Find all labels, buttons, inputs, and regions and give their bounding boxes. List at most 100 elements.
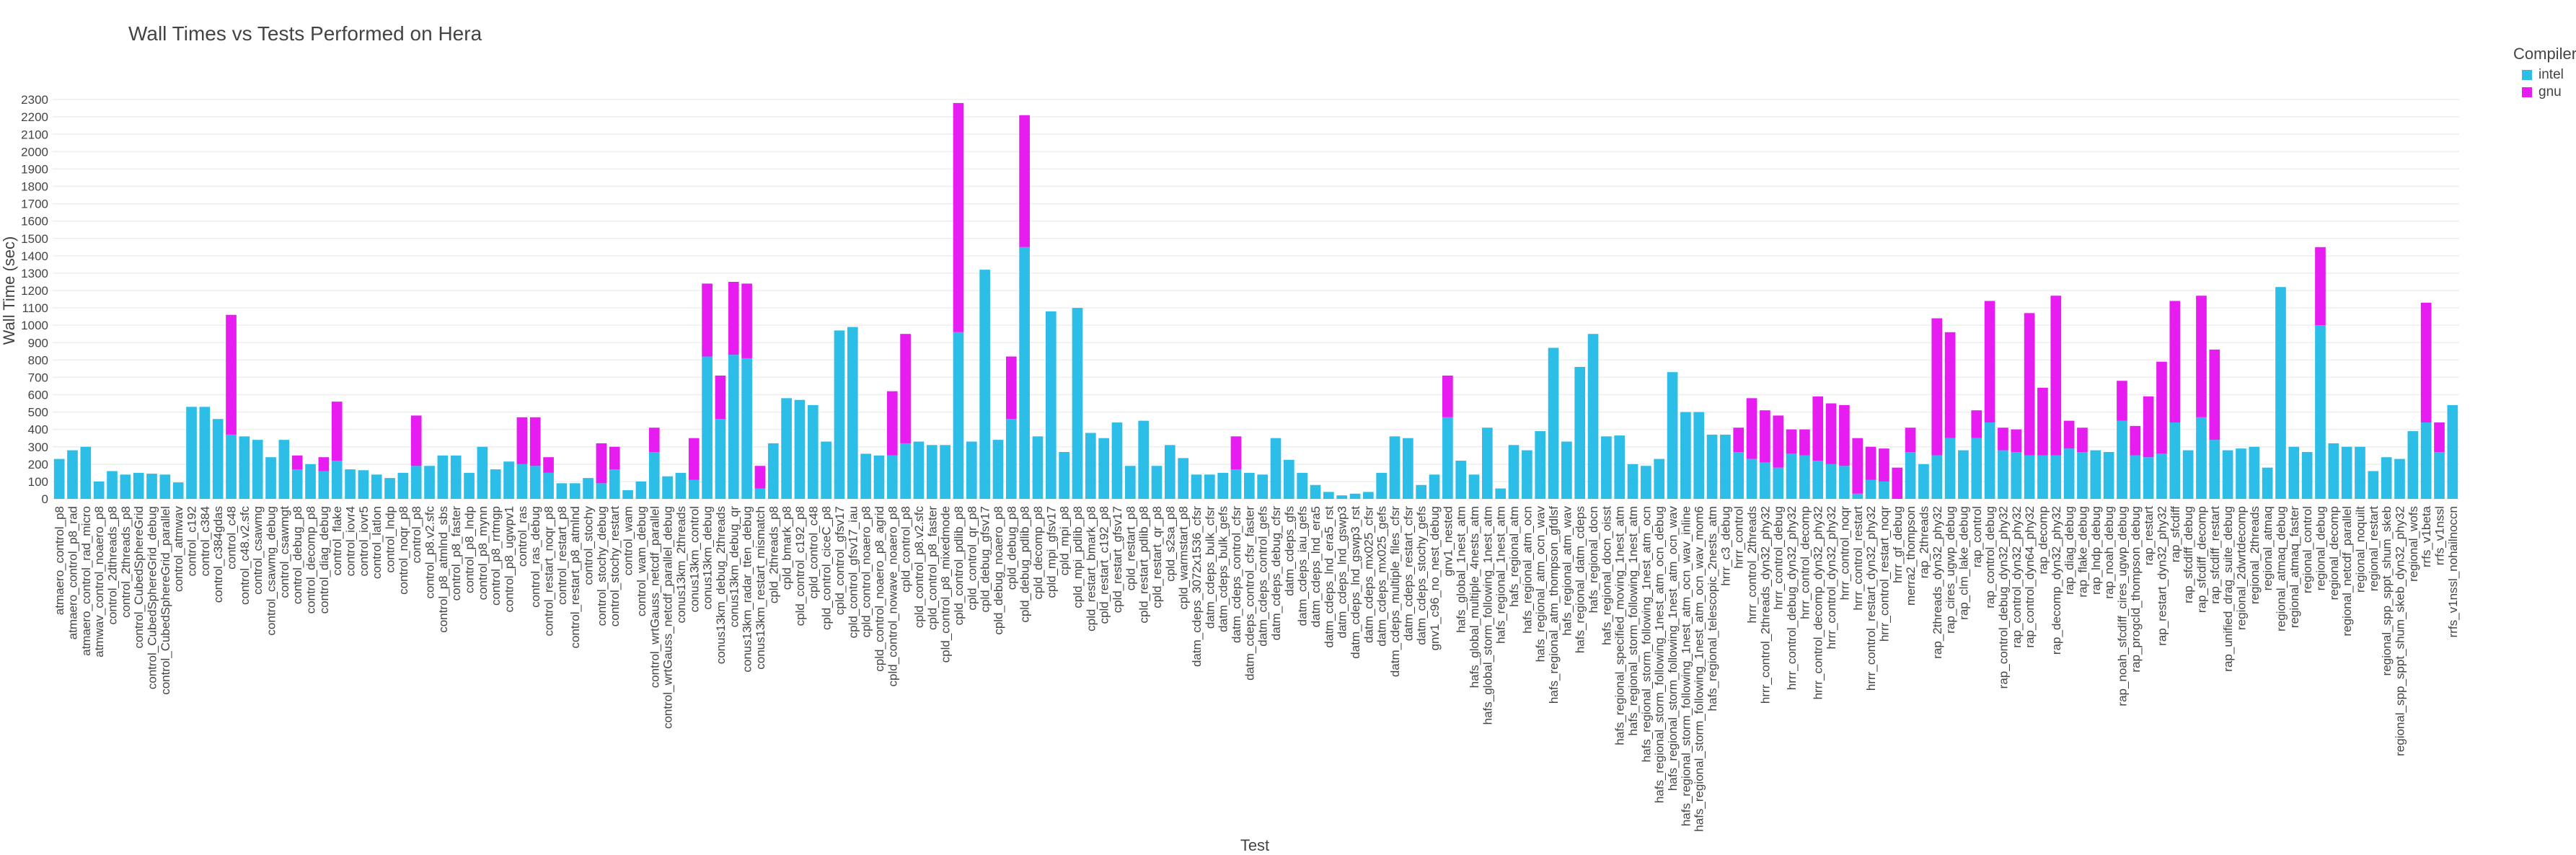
x-tick-label: cpld_control_gfsv17_iau bbox=[846, 506, 860, 638]
x-tick-label: regional_2dwrtdecomp bbox=[2234, 506, 2248, 630]
bar-segment bbox=[900, 443, 911, 499]
bar-segment bbox=[648, 451, 660, 499]
x-tick-label: rap_control_dyn32_phy32 bbox=[2010, 506, 2024, 648]
x-tick-label: control_p8_atmlnd_sbs bbox=[436, 506, 450, 633]
x-tick-label: hafs_global_1nest_atm bbox=[1455, 506, 1468, 633]
x-tick-label: datm_cdeps_lnd_gswp3 bbox=[1336, 506, 1349, 638]
bar-segment bbox=[464, 472, 475, 499]
x-tick-label: regional_control bbox=[2301, 506, 2314, 593]
x-tick-label: rap_clm_lake_debug bbox=[1957, 506, 1970, 620]
legend-label: gnu bbox=[2538, 84, 2562, 99]
bar-segment bbox=[2381, 457, 2392, 499]
x-tick-label: conus13km_restart_mismatch bbox=[754, 506, 767, 670]
x-tick-label: control_ras_debug bbox=[529, 506, 542, 608]
bar-segment bbox=[2130, 425, 2141, 456]
bar-segment bbox=[1760, 410, 1770, 463]
x-tick-label: datm_cdeps_iau_gefs bbox=[1296, 506, 1310, 626]
x-tick-label: control_2dthreads_p8 bbox=[106, 506, 120, 624]
bar-segment bbox=[741, 358, 752, 499]
bar-segment bbox=[2063, 448, 2075, 499]
bar-segment bbox=[1614, 435, 1626, 499]
bar-segment bbox=[1799, 455, 1810, 499]
x-tick-label: cpld_control_c192_p8 bbox=[793, 506, 807, 626]
bar-segment bbox=[926, 445, 938, 499]
bar-segment bbox=[1376, 472, 1388, 499]
bar-segment bbox=[583, 478, 594, 499]
bar-segment bbox=[1825, 464, 1837, 499]
x-tick-label: datm_cdeps_3072x1536_cfsr bbox=[1190, 506, 1204, 667]
bar-segment bbox=[1984, 301, 1995, 423]
x-tick-label: cpld_restart_bmark_p8 bbox=[1084, 506, 1098, 632]
x-tick-label: conus13km_radar_tten_debug bbox=[741, 506, 754, 673]
bar-segment bbox=[1230, 469, 1242, 499]
x-tick-label: control_CubedSphereGrid_debug bbox=[146, 506, 159, 689]
bar-segment bbox=[1482, 428, 1493, 499]
bar-segment bbox=[397, 472, 409, 499]
bar-segment bbox=[1905, 428, 1916, 452]
x-tick-label: rap_cires_ugwp_debug bbox=[1944, 506, 1957, 634]
bar-segment bbox=[2368, 471, 2379, 499]
bar-segment bbox=[2328, 443, 2339, 499]
bar-segment bbox=[1601, 436, 1612, 499]
bar-segment bbox=[1204, 474, 1215, 499]
bar-segment bbox=[53, 458, 65, 499]
y-tick-label: 400 bbox=[28, 423, 48, 437]
x-tick-label: cpld_debug_pdlib_p8 bbox=[1018, 506, 1032, 623]
bar-segment bbox=[133, 472, 144, 499]
x-tick-label: hrrr_control_debug bbox=[1772, 506, 1786, 610]
x-tick-label: hrrr_control_decomp bbox=[1798, 506, 1812, 619]
bar-segment bbox=[834, 330, 845, 499]
bar-segment bbox=[384, 478, 395, 499]
y-tick-label: 900 bbox=[28, 336, 48, 350]
bar-segment bbox=[2447, 404, 2458, 499]
bar-segment bbox=[2434, 422, 2445, 452]
x-tick-label: gnv1_c96_no_nest_debug bbox=[1428, 506, 1442, 650]
x-tick-label: regional_decomp bbox=[2327, 506, 2341, 600]
bar-segment bbox=[450, 455, 462, 499]
x-tick-label: datm_cdeps_restart_cfsr bbox=[1401, 506, 1415, 641]
bar-segment bbox=[569, 483, 581, 499]
y-tick-label: 1500 bbox=[21, 232, 48, 246]
x-tick-label: hrrr_control_dyn32_phy32 bbox=[1825, 506, 1838, 649]
bar-segment bbox=[80, 446, 92, 499]
y-tick-label: 1000 bbox=[21, 319, 48, 332]
x-tick-label: atmaero_control_rad_micro bbox=[79, 506, 93, 656]
y-tick-label: 0 bbox=[42, 492, 48, 506]
x-tick-label: rap_control_dyn64_phy32 bbox=[2023, 506, 2037, 648]
bar-segment bbox=[886, 455, 898, 499]
x-tick-label: cpld_s2sa_p8 bbox=[1163, 506, 1177, 582]
y-tick-label: 2200 bbox=[21, 110, 48, 124]
bar-segment bbox=[2262, 467, 2273, 499]
bar-segment bbox=[1178, 458, 1188, 499]
x-tick-label: hrrr_control_restart_noqr bbox=[1877, 506, 1891, 642]
bar-segment bbox=[1680, 412, 1691, 499]
bar-segment bbox=[543, 472, 554, 499]
bar-segment bbox=[107, 471, 118, 499]
bar-segment bbox=[2011, 451, 2022, 499]
x-tick-label: control_latlon bbox=[370, 506, 384, 579]
x-tick-label: regional_atmaq_debug bbox=[2274, 506, 2288, 632]
bar-segment bbox=[1918, 464, 1929, 499]
x-tick-label: rap_sfcdiff_debug bbox=[2182, 506, 2195, 603]
bar-segment bbox=[1416, 484, 1427, 499]
bar-segment bbox=[331, 461, 343, 499]
x-tick-label: control_lndp bbox=[384, 506, 397, 573]
x-tick-label: rap_noah_sfcdiff_cires_ugwp_debug bbox=[2115, 506, 2129, 706]
bar-segment bbox=[940, 445, 950, 499]
bar-segment bbox=[1072, 308, 1083, 499]
bar-segment bbox=[913, 441, 925, 499]
x-tick-label: hrrr_control_2threads bbox=[1745, 506, 1759, 624]
bar-segment bbox=[886, 391, 898, 456]
legend-swatch bbox=[2522, 70, 2532, 80]
bar-segment bbox=[715, 376, 726, 420]
bar-segment bbox=[1654, 458, 1665, 499]
y-tick-label: 1400 bbox=[21, 249, 48, 263]
x-tick-label: rap_diag_debug bbox=[2063, 506, 2076, 595]
bar-segment bbox=[2011, 429, 2022, 452]
x-tick-label: conus13km_debug_2threads bbox=[714, 506, 728, 664]
y-tick-label: 600 bbox=[28, 389, 48, 402]
x-tick-label: cpld_2threads_p8 bbox=[767, 506, 780, 603]
bar-segment bbox=[2434, 451, 2445, 499]
x-tick-label: rap_control bbox=[1970, 506, 1984, 567]
x-tick-label: control_CubedSphereGrid_parallel bbox=[159, 506, 172, 695]
